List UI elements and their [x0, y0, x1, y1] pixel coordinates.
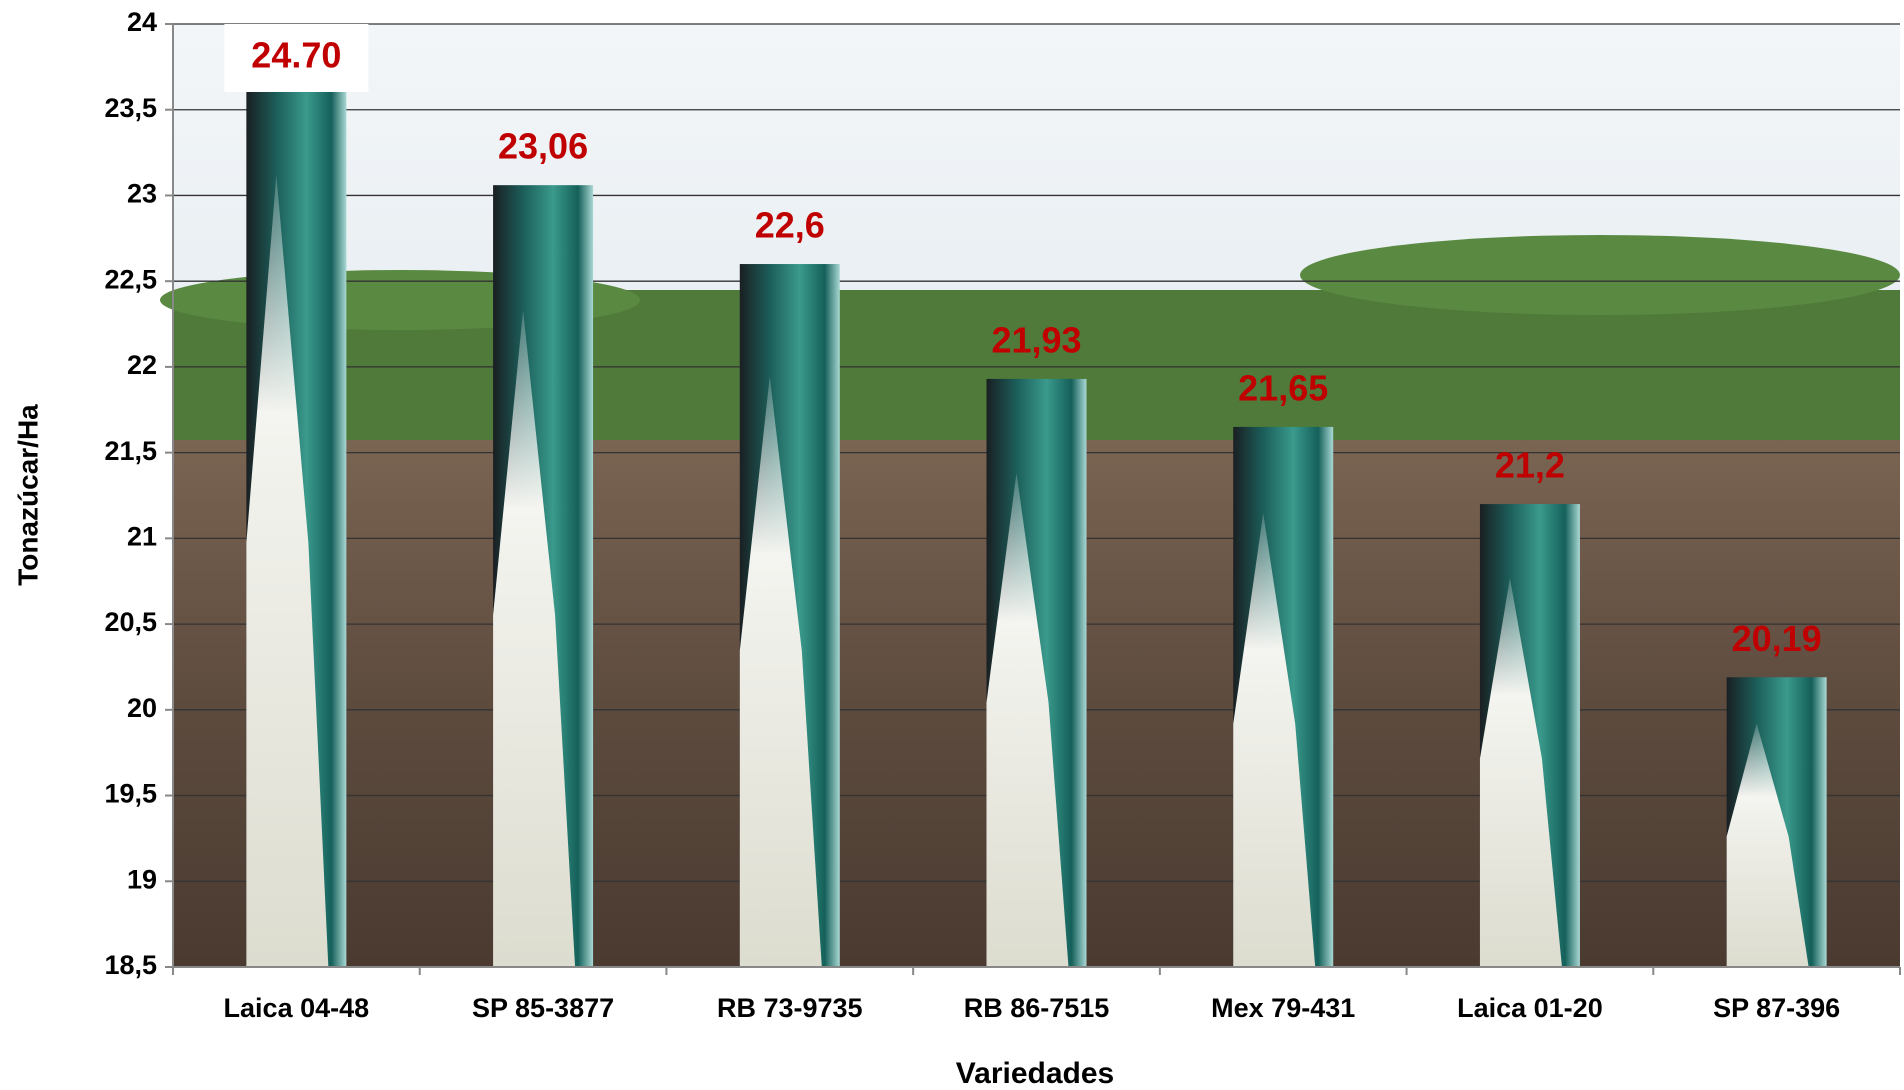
x-tick-label: SP 85-3877: [472, 993, 614, 1023]
value-label: 22,6: [755, 205, 825, 246]
x-axis-title: Variedades: [956, 1057, 1114, 1090]
bars: [246, 24, 1827, 967]
x-tick-label: Laica 04-48: [224, 993, 370, 1023]
x-tick-label: Mex 79-431: [1211, 993, 1355, 1023]
y-tick-label: 20: [127, 693, 157, 723]
bar-group: [986, 378, 1087, 967]
value-label: 21,2: [1495, 445, 1565, 486]
bar-group: [1726, 677, 1827, 967]
value-label: 21,65: [1238, 367, 1328, 408]
bar-decoration: [1479, 578, 1562, 967]
y-axis-title: Tonazúcar/Ha: [12, 404, 43, 586]
y-tick-label: 19,5: [104, 779, 157, 809]
bar-decoration: [739, 376, 822, 967]
bar-decoration: [986, 473, 1069, 967]
bar-group: [493, 185, 594, 967]
y-tick-label: 23,5: [104, 93, 157, 123]
bar-decoration: [493, 310, 576, 967]
y-tick-label: 21,5: [104, 436, 157, 466]
value-label-box: [224, 24, 369, 92]
x-tick-label: RB 73-9735: [717, 993, 863, 1023]
value-label: 21,93: [991, 319, 1081, 360]
y-tick-label: 22,5: [104, 264, 157, 294]
y-tick-label: 22: [127, 350, 157, 380]
x-tick-label: Laica 01-20: [1457, 993, 1603, 1023]
y-tick-label: 21: [127, 521, 157, 551]
bar-decoration: [1726, 723, 1809, 967]
y-tick-label: 18,5: [104, 950, 157, 980]
y-tick-label: 23: [127, 179, 157, 209]
value-label: 24.70: [251, 35, 341, 76]
value-label: 20,19: [1732, 618, 1822, 659]
bar-group: [246, 24, 347, 967]
y-tick-label: 20,5: [104, 607, 157, 637]
bar-group: [1479, 504, 1580, 967]
y-tick-label: 24: [127, 7, 157, 37]
y-tick-label: 19: [127, 864, 157, 894]
bar-decoration: [246, 174, 329, 967]
x-tick-label: SP 87-396: [1713, 993, 1840, 1023]
x-tick-label: RB 86-7515: [964, 993, 1110, 1023]
bar-group: [739, 264, 840, 967]
value-label: 23,06: [498, 126, 588, 167]
bar-decoration: [1233, 513, 1316, 967]
bar-group: [1233, 426, 1334, 967]
